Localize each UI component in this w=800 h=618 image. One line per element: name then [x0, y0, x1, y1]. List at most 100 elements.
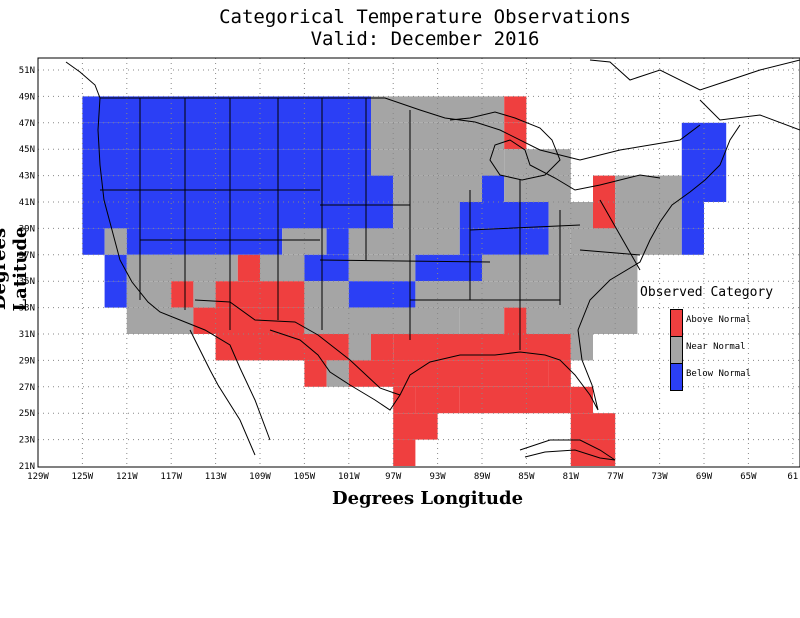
plot-frame — [37, 57, 800, 468]
cell-above — [570, 386, 593, 414]
cell-above — [570, 439, 616, 466]
cell-below — [82, 96, 372, 123]
y-tick-label: 45N — [19, 145, 35, 155]
cell-above — [171, 281, 194, 308]
x-tick-label: 89W — [474, 472, 491, 482]
x-tick-label: 85W — [518, 472, 535, 482]
cell-near — [393, 202, 460, 229]
cell-near — [348, 228, 460, 255]
cell-near — [304, 281, 349, 308]
cell-above — [504, 122, 527, 150]
cell-below — [126, 228, 283, 255]
cuba — [519, 439, 616, 461]
cell-near — [282, 228, 327, 255]
y-tick-label: 29N — [19, 356, 35, 366]
chart-title: Categorical Temperature Observations — [219, 6, 631, 28]
cell-near — [615, 175, 682, 202]
legend-label-below: Below Normal — [686, 369, 752, 379]
cell-above — [304, 360, 327, 387]
cell-near — [126, 281, 172, 308]
cell-near — [459, 307, 505, 334]
y-tick-label: 25N — [19, 409, 35, 419]
cell-below — [482, 175, 505, 202]
cell-below — [348, 281, 416, 308]
x-tick-label: 93W — [429, 472, 446, 482]
cell-below — [104, 281, 127, 308]
x-tick-label: 117W — [160, 472, 182, 482]
cell-below — [104, 254, 127, 282]
cell-below — [326, 228, 349, 255]
y-tick-label: 33N — [19, 304, 35, 314]
atlantic-coast — [577, 124, 741, 331]
cell-above — [593, 175, 616, 202]
legend-swatch-below — [670, 363, 683, 391]
cell-below — [681, 228, 704, 255]
y-tick-label: 49N — [19, 92, 35, 102]
state-lines-horizontal-1 — [100, 189, 581, 301]
cell-above — [193, 307, 305, 334]
y-axis-ticks: 21N 23N 25N 27N 29N 31N 33N 35N 37N 39N 41N 43N 45N 4… — [19, 66, 35, 472]
cell-below — [681, 202, 704, 229]
cell-near — [348, 334, 371, 361]
y-tick-label: 21N — [19, 462, 35, 472]
y-tick-label: 31N — [19, 330, 35, 340]
cell-below — [82, 228, 105, 255]
chart-subtitle: Valid: December 2016 — [310, 28, 540, 50]
x-axis-label: Degrees Longitude — [331, 488, 524, 509]
cell-below — [681, 122, 727, 150]
y-tick-label: 47N — [19, 119, 35, 129]
cell-below — [82, 202, 394, 229]
cell-above — [548, 360, 571, 387]
state-lines-vertical-1 — [139, 98, 411, 340]
y-tick-label: 35N — [19, 277, 35, 287]
x-tick-label: 125W — [72, 472, 94, 482]
x-tick-label: 77W — [607, 472, 624, 482]
y-tick-label: 51N — [19, 66, 35, 76]
x-tick-label: 65W — [740, 472, 757, 482]
x-axis-ticks: 129W 125W 121W 117W 113W 109W 105W 101W 97W 93W 89… — [27, 472, 798, 482]
cell-near — [104, 228, 127, 255]
legend-swatch-near — [670, 336, 683, 364]
cell-above — [215, 334, 349, 361]
cell-above — [393, 386, 416, 414]
legend-title: Observed Category — [640, 285, 774, 300]
x-tick-label: 101W — [338, 472, 360, 482]
cell-near — [304, 307, 460, 334]
cell-near — [548, 202, 593, 229]
cell-near — [371, 122, 505, 150]
x-tick-label: 61 — [787, 472, 798, 482]
cell-near — [126, 254, 238, 282]
cell-near — [260, 254, 305, 282]
cell-above — [393, 439, 416, 466]
x-tick-label: 121W — [116, 472, 138, 482]
east-states — [469, 180, 641, 350]
y-tick-label: 43N — [19, 172, 35, 182]
cell-below — [459, 228, 549, 255]
y-tick-label: 37N — [19, 251, 35, 261]
cell-near — [326, 360, 349, 387]
cell-near — [504, 149, 571, 176]
cell-above — [348, 360, 549, 387]
y-tick-label: 27N — [19, 383, 35, 393]
cell-above — [482, 334, 571, 361]
cell-below — [415, 254, 482, 282]
legend-label-above: Above Normal — [686, 315, 752, 325]
us-coastline-west — [65, 61, 271, 441]
cell-above — [393, 413, 438, 440]
y-tick-label: 41N — [19, 198, 35, 208]
x-tick-label: 81W — [563, 472, 580, 482]
map-outlines — [65, 59, 800, 461]
cell-above — [415, 386, 460, 414]
cell-above — [570, 413, 616, 440]
x-tick-label: 113W — [205, 472, 227, 482]
legend-swatch-above — [670, 309, 683, 337]
cell-near — [504, 175, 571, 202]
x-tick-label: 69W — [696, 472, 713, 482]
x-tick-label: 105W — [294, 472, 316, 482]
y-tick-label: 39N — [19, 224, 35, 234]
cell-near — [570, 334, 593, 361]
cell-above — [393, 334, 482, 361]
canada-border — [100, 97, 701, 161]
x-tick-label: 129W — [27, 472, 49, 482]
